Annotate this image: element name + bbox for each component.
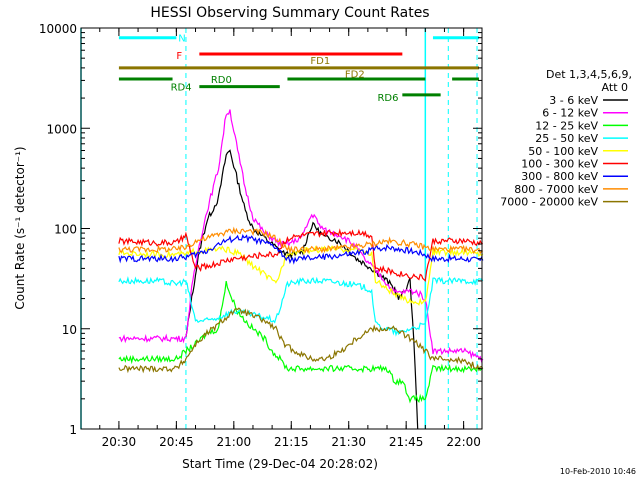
x-tick-label-6: 22:00	[446, 435, 481, 449]
series-line-8	[118, 307, 484, 374]
x-tick-label-4: 21:30	[331, 435, 366, 449]
annotation-label-2: FD1	[310, 56, 330, 67]
annotation-label-0: N	[178, 34, 185, 45]
x-tick-label-2: 21:00	[217, 435, 252, 449]
x-tick-label-1: 20:45	[159, 435, 194, 449]
legend-label-5: 100 - 300 keV	[521, 158, 598, 171]
y-tick-label-0: 1	[69, 423, 77, 437]
x-axis: 20:30 20:45 21:00 21:15 21:30 21:45 22:00	[99, 28, 481, 449]
annotation-label-3: FD2	[345, 69, 365, 80]
legend-label-7: 800 - 7000 keV	[514, 183, 598, 196]
y-tick-label-2: 100	[54, 223, 77, 237]
legend-label-6: 300 - 800 keV	[521, 170, 598, 183]
chart-title: HESSI Observing Summary Count Rates	[150, 5, 429, 21]
legend-label-3: 25 - 50 keV	[535, 132, 598, 145]
series-line-6	[118, 233, 484, 265]
series-line-0	[185, 149, 419, 430]
footer-date: 10-Feb-2010 10:46	[560, 467, 636, 476]
x-tick-label-5: 21:45	[389, 435, 424, 449]
y-tick-label-3: 1000	[46, 122, 77, 136]
legend-label-8: 7000 - 20000 keV	[500, 196, 598, 209]
legend-label-2: 12 - 25 keV	[535, 119, 598, 132]
series-line-2	[118, 280, 484, 404]
series-line-3	[118, 276, 484, 337]
legend-label-4: 50 - 100 keV	[528, 145, 598, 158]
legend-label-1: 6 - 12 keV	[542, 107, 598, 120]
legend-label-0: 3 - 6 keV	[549, 94, 598, 107]
annotation-label-5: RD4	[171, 83, 192, 94]
annotation-label-4: RD0	[211, 75, 232, 86]
series-line-7	[118, 226, 484, 255]
plot-frame	[80, 27, 483, 430]
legend-header-2: Att 0	[602, 81, 628, 94]
y-axis-label: Count Rate (s⁻¹ detector⁻¹)	[13, 146, 27, 309]
legend-header: Det 1,3,4,5,6,9,	[546, 68, 632, 81]
x-tick-label-3: 21:15	[274, 435, 309, 449]
y-axis: 1 10 100 1000 10000	[39, 22, 482, 437]
x-tick-label-0: 20:30	[102, 435, 137, 449]
annotation-label-1: F	[176, 51, 182, 62]
x-axis-label: Start Time (29-Dec-04 20:28:02)	[182, 457, 378, 471]
y-tick-label-1: 10	[62, 323, 77, 337]
y-tick-label-4: 10000	[39, 22, 77, 36]
annotation-label-6: RD6	[377, 93, 398, 104]
plot-area: NF FD1 FD2 RD0 RD4 RD6	[80, 28, 484, 430]
series-line-5	[118, 228, 484, 282]
